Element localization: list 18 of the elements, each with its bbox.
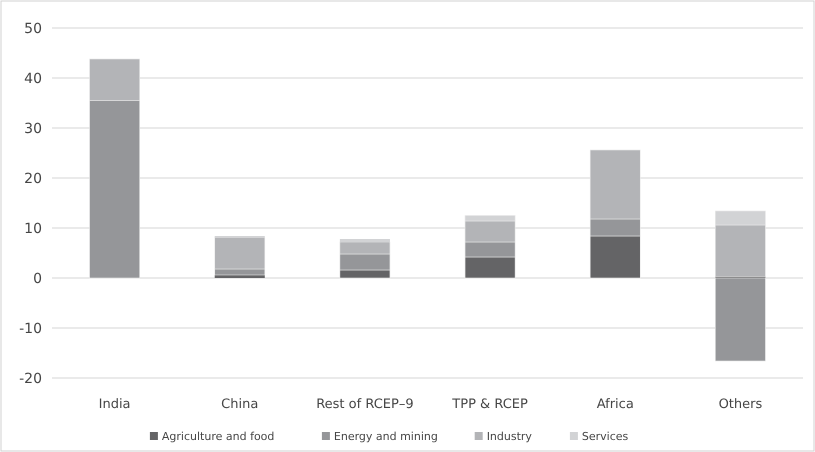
y-tick-label: -20 <box>19 370 42 387</box>
y-tick-label: 50 <box>24 20 42 37</box>
legend-label: Energy and mining <box>334 430 438 443</box>
x-tick-label: India <box>98 397 131 412</box>
x-tick-label: Rest of RCEP–9 <box>316 397 414 412</box>
x-tick-label: China <box>221 397 258 412</box>
x-tick-label: Africa <box>596 397 634 412</box>
y-tick-label: -10 <box>19 320 42 337</box>
legend-label: Industry <box>486 430 532 443</box>
y-tick-label: 30 <box>24 120 42 137</box>
y-tick-label: 20 <box>24 170 42 187</box>
x-tick-label: TPP & RCEP <box>451 397 528 412</box>
y-tick-label: 0 <box>33 270 42 287</box>
y-tick-label: 40 <box>24 70 42 87</box>
legend-label: Services <box>582 430 629 443</box>
y-tick-label: 10 <box>24 220 42 237</box>
legend-label: Agriculture and food <box>162 430 274 443</box>
x-tick-label: Others <box>718 397 762 412</box>
